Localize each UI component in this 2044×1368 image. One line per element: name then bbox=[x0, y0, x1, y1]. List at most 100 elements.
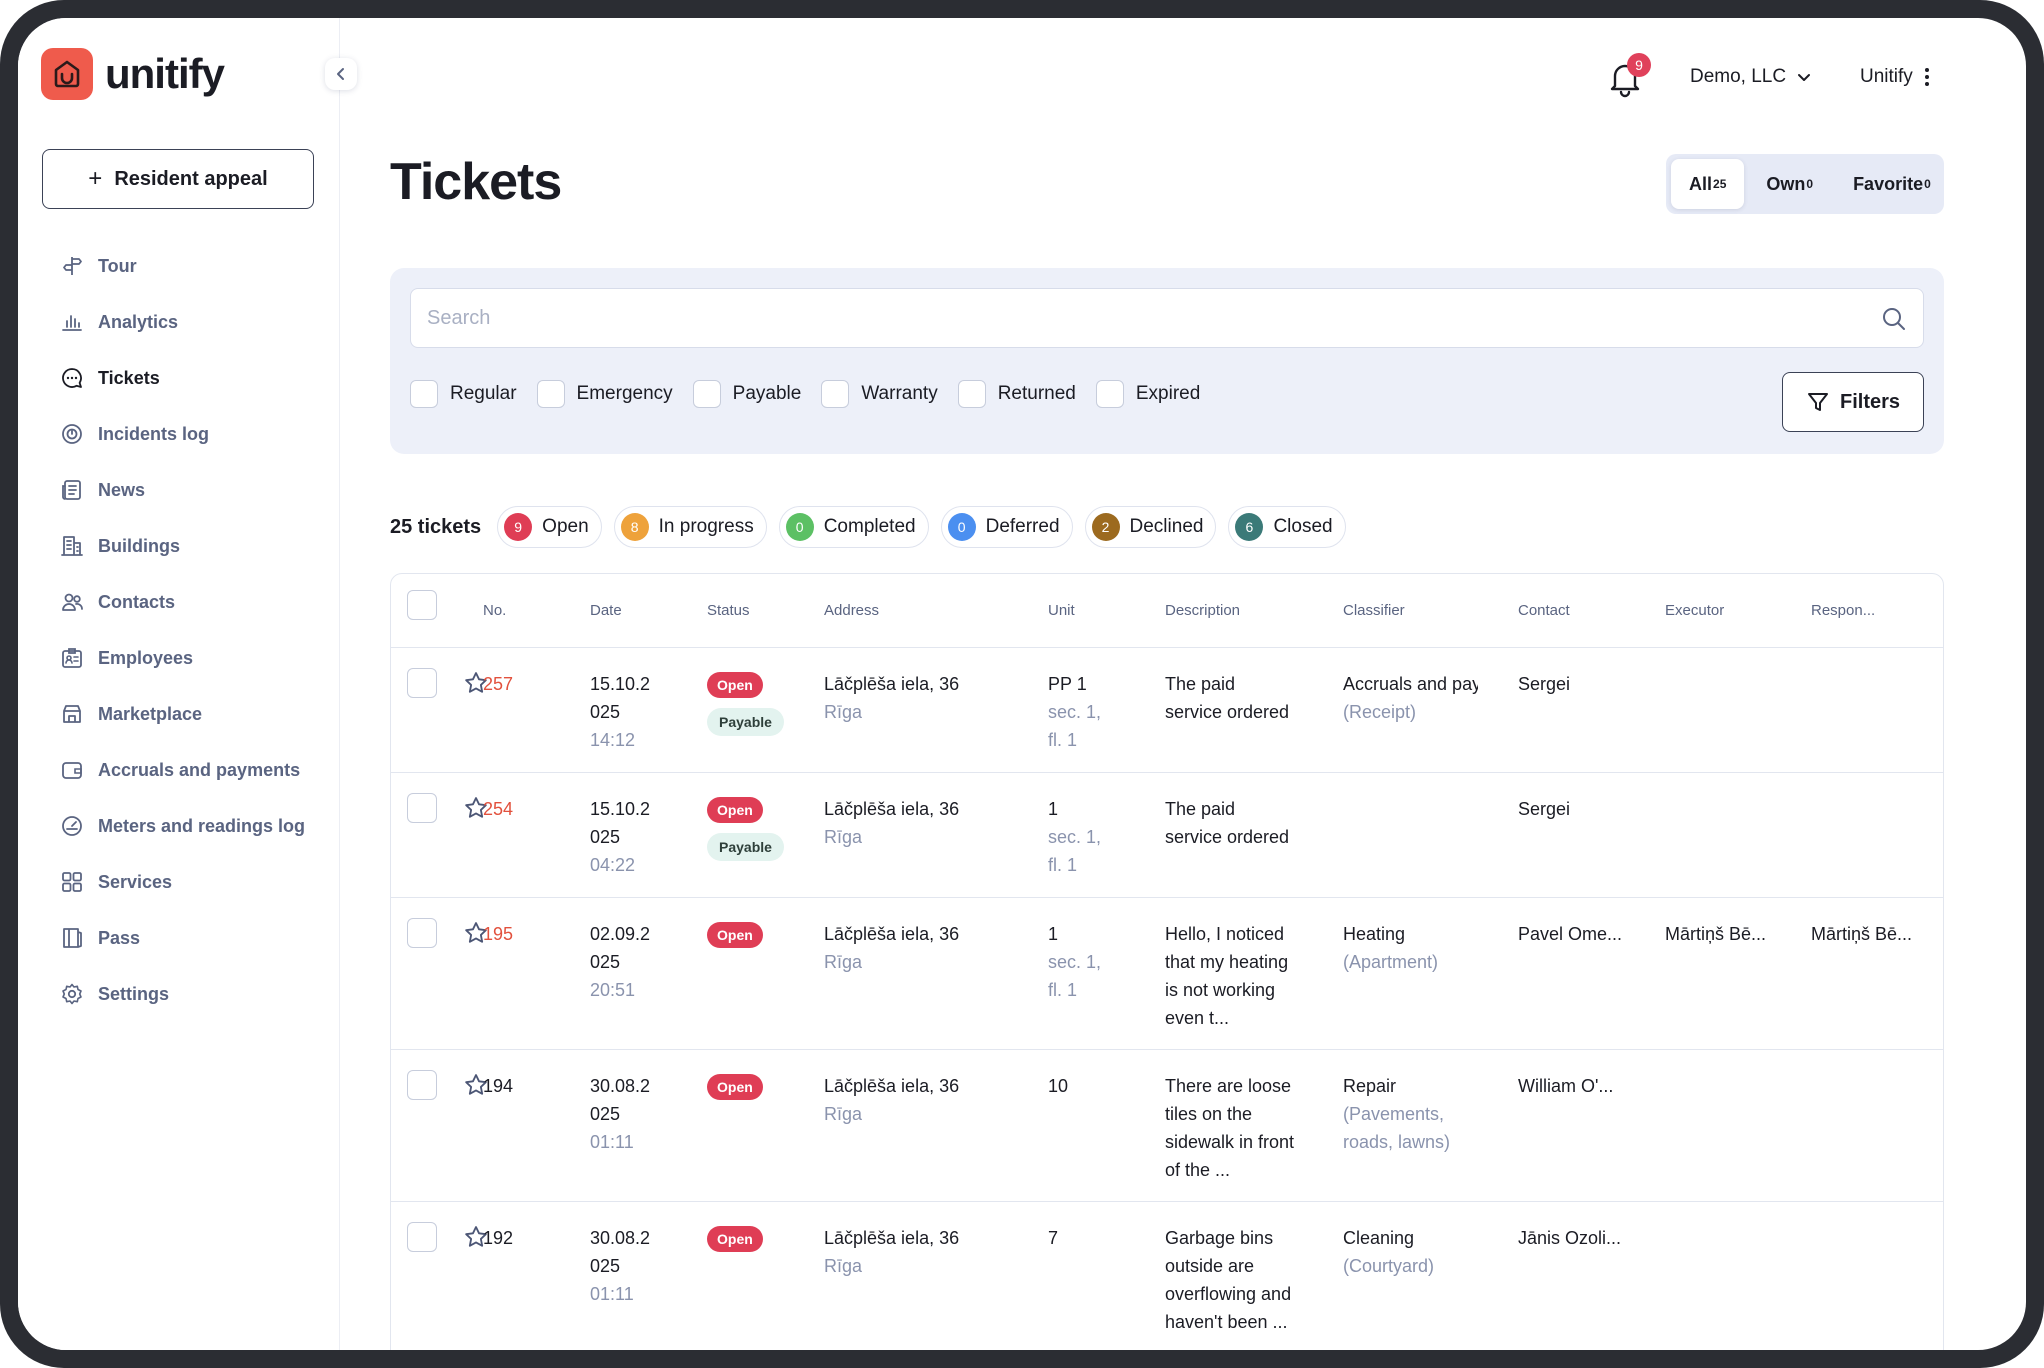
notification-count-badge: 9 bbox=[1627, 53, 1651, 77]
star-icon[interactable] bbox=[463, 670, 489, 701]
search-input[interactable] bbox=[411, 289, 1923, 347]
table-row[interactable]: 195 02.09.2 025 20:51 Open Lāčplēša iela, 36 R… bbox=[391, 898, 1943, 1050]
column-header[interactable]: Status bbox=[707, 602, 750, 619]
filter-payable-checkbox[interactable]: Payable bbox=[692, 380, 802, 408]
sidebar-item-buildings[interactable]: Buildings bbox=[60, 518, 305, 574]
logo[interactable]: unitify bbox=[41, 48, 225, 100]
resident-appeal-button[interactable]: + Resident appeal bbox=[42, 149, 314, 209]
address-line: Lāčplēša iela, 36 bbox=[824, 1228, 960, 1248]
sidebar-item-analytics[interactable]: Analytics bbox=[60, 294, 305, 350]
sidebar-item-settings[interactable]: Settings bbox=[60, 966, 305, 1022]
building-icon bbox=[60, 534, 84, 558]
date-line: 30.08.2 bbox=[590, 1228, 651, 1248]
status-pill-closed[interactable]: 6 Closed bbox=[1228, 506, 1346, 548]
ticket-number[interactable]: 254 bbox=[483, 799, 514, 819]
status-pill-completed[interactable]: 0 Completed bbox=[778, 506, 929, 548]
ticket-contact: Pavel Ome... bbox=[1518, 924, 1623, 944]
status-pill-in-progress[interactable]: 8 In progress bbox=[613, 506, 767, 548]
description-line: tiles on the bbox=[1165, 1104, 1253, 1124]
star-icon[interactable] bbox=[463, 920, 489, 951]
ticket-classifier: Heating (Apartment) bbox=[1343, 920, 1478, 976]
table-row[interactable]: 257 15.10.2 025 14:12 Open Payable Lāčplēša ie… bbox=[391, 648, 1943, 773]
ticket-number[interactable]: 192 bbox=[483, 1228, 514, 1248]
classifier-detail: (Apartment) bbox=[1343, 952, 1439, 972]
meter-icon bbox=[60, 814, 84, 838]
star-icon[interactable] bbox=[463, 795, 489, 826]
ticket-time: 04:22 bbox=[590, 855, 636, 875]
alert-circle-icon bbox=[60, 422, 84, 446]
star-icon[interactable] bbox=[463, 1072, 489, 1103]
unit-section: sec. 1, bbox=[1048, 827, 1102, 847]
sidebar-item-meters-and-readings-log[interactable]: Meters and readings log bbox=[60, 798, 305, 854]
sidebar-item-marketplace[interactable]: Marketplace bbox=[60, 686, 305, 742]
ticket-contact: Sergei bbox=[1518, 799, 1571, 819]
filters-button[interactable]: Filters bbox=[1782, 372, 1924, 432]
description-line: haven't been ... bbox=[1165, 1312, 1288, 1332]
checkbox-label: Payable bbox=[732, 383, 802, 404]
column-header[interactable]: Respon... bbox=[1811, 602, 1876, 619]
checkbox-box[interactable] bbox=[1095, 380, 1124, 408]
user-menu[interactable]: Unitify bbox=[1860, 66, 1931, 88]
row-checkbox[interactable] bbox=[407, 793, 437, 823]
sidebar-item-news[interactable]: News bbox=[60, 462, 305, 518]
status-pill-open[interactable]: 9 Open bbox=[497, 506, 602, 548]
column-header[interactable]: Contact bbox=[1518, 602, 1570, 619]
column-header[interactable]: No. bbox=[483, 602, 507, 619]
tab-own[interactable]: Own 0 bbox=[1748, 159, 1831, 209]
row-checkbox[interactable] bbox=[407, 1222, 437, 1252]
filter-emergency-checkbox[interactable]: Emergency bbox=[536, 380, 673, 408]
sidebar-item-incidents-log[interactable]: Incidents log bbox=[60, 406, 305, 462]
checkbox-box[interactable] bbox=[692, 380, 721, 408]
organization-dropdown[interactable]: Demo, LLC bbox=[1690, 66, 1812, 88]
filter-regular-checkbox[interactable]: Regular bbox=[410, 380, 517, 408]
ticket-date: 30.08.2 025 01:11 bbox=[590, 1224, 650, 1308]
sidebar-item-tickets[interactable]: Tickets bbox=[60, 350, 305, 406]
filter-returned-checkbox[interactable]: Returned bbox=[957, 380, 1076, 408]
checkbox-box[interactable] bbox=[410, 380, 438, 408]
sidebar-item-tour[interactable]: Tour bbox=[60, 238, 305, 294]
table-row[interactable]: 194 30.08.2 025 01:11 Open Lāčplēša iela, 36 R… bbox=[391, 1050, 1943, 1202]
column-header[interactable]: Date bbox=[590, 602, 622, 619]
status-label: Closed bbox=[1273, 516, 1333, 537]
search-icon[interactable] bbox=[1881, 306, 1907, 332]
row-checkbox[interactable] bbox=[407, 668, 437, 698]
filter-warranty-checkbox[interactable]: Warranty bbox=[821, 380, 938, 408]
column-header[interactable]: Classifier bbox=[1343, 602, 1405, 619]
column-header[interactable]: Description bbox=[1165, 602, 1241, 619]
description-line: even t... bbox=[1165, 1008, 1230, 1028]
column-header[interactable]: Address bbox=[824, 602, 880, 619]
star-icon[interactable] bbox=[463, 1224, 489, 1255]
unit-name: 7 bbox=[1048, 1228, 1059, 1248]
tab-all[interactable]: All 25 bbox=[1671, 159, 1745, 209]
checkbox-box[interactable] bbox=[821, 380, 850, 408]
checkbox-box[interactable] bbox=[957, 380, 986, 408]
collapse-sidebar-button[interactable] bbox=[325, 58, 357, 90]
column-header[interactable]: Unit bbox=[1048, 602, 1075, 619]
sidebar-item-pass[interactable]: Pass bbox=[60, 910, 305, 966]
ticket-address: Lāčplēša iela, 36 Rīga bbox=[824, 1224, 959, 1280]
sidebar-item-services[interactable]: Services bbox=[60, 854, 305, 910]
row-checkbox[interactable] bbox=[407, 1070, 437, 1100]
classifier-name: Cleaning bbox=[1343, 1228, 1415, 1248]
ticket-type-checkboxes: Regular Emergency Payable Warranty Returned E… bbox=[410, 380, 1200, 408]
sidebar-item-employees[interactable]: Employees bbox=[60, 630, 305, 686]
column-header[interactable]: Executor bbox=[1665, 602, 1725, 619]
ticket-number[interactable]: 194 bbox=[483, 1076, 514, 1096]
ticket-number[interactable]: 195 bbox=[483, 924, 514, 944]
ticket-number[interactable]: 257 bbox=[483, 674, 514, 694]
checkbox-box[interactable] bbox=[536, 380, 565, 408]
table-row[interactable]: 192 30.08.2 025 01:11 Open Lāčplēša iela, 36 R… bbox=[391, 1202, 1943, 1350]
sidebar-item-contacts[interactable]: Contacts bbox=[60, 574, 305, 630]
ticket-date: 15.10.2 025 14:12 bbox=[590, 670, 650, 754]
ticket-unit: 1 sec. 1, fl. 1 bbox=[1048, 795, 1101, 879]
row-checkbox[interactable] bbox=[407, 918, 437, 948]
filter-expired-checkbox[interactable]: Expired bbox=[1095, 380, 1200, 408]
status-pill-deferred[interactable]: 0 Deferred bbox=[940, 506, 1073, 548]
ticket-contact: Jānis Ozoli... bbox=[1518, 1228, 1622, 1248]
status-pill-declined[interactable]: 2 Declined bbox=[1084, 506, 1217, 548]
user-name: Unitify bbox=[1860, 66, 1913, 87]
select-all-checkbox[interactable] bbox=[407, 590, 437, 620]
table-row[interactable]: 254 15.10.2 025 04:22 Open Payable Lāčplēša ie… bbox=[391, 773, 1943, 898]
sidebar-item-accruals-and-payments[interactable]: Accruals and payments bbox=[60, 742, 305, 798]
tab-favorite[interactable]: Favorite 0 bbox=[1835, 159, 1949, 209]
